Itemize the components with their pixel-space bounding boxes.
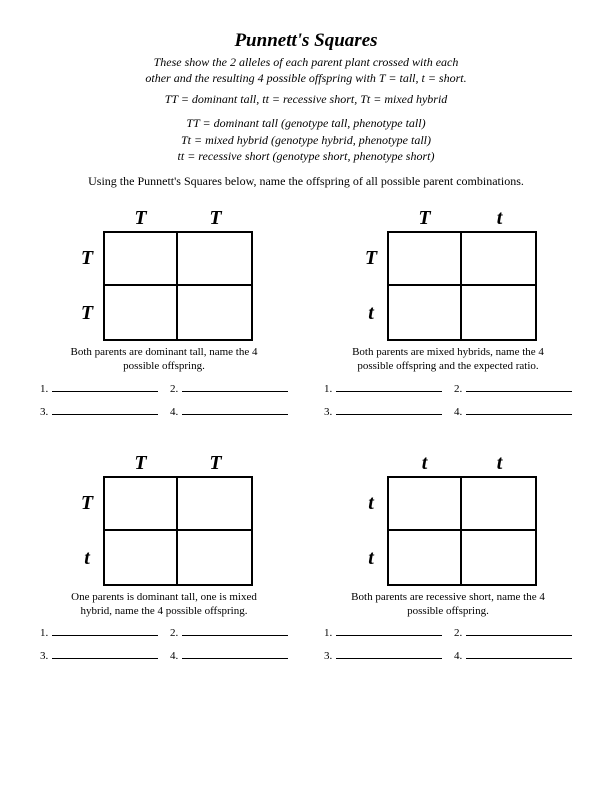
answer-label: 1. <box>324 627 332 639</box>
col-allele: t <box>387 452 462 476</box>
intro-line-1: These show the 2 alleles of each parent … <box>154 55 459 69</box>
answer-label: 1. <box>40 383 48 395</box>
answer-blank[interactable] <box>466 624 572 636</box>
answer-blank[interactable] <box>182 624 288 636</box>
punnett-cell <box>103 231 178 286</box>
square-caption: One parents is dominant tall, one is mix… <box>59 590 269 619</box>
answer-label: 3. <box>324 406 332 418</box>
answer-lines: 1. 2. 3. 4. <box>324 380 572 426</box>
punnett-square: T T T t <box>75 448 253 586</box>
col-allele: T <box>178 452 253 476</box>
instruction-text: Using the Punnett's Squares below, name … <box>40 174 572 189</box>
answer-blank[interactable] <box>336 403 442 415</box>
answer-label: 3. <box>324 650 332 662</box>
key-line: TT = dominant tall, tt = recessive short… <box>40 92 572 107</box>
punnett-block-2: T t T t Both parents are mixed hybrids, … <box>324 203 572 426</box>
intro-line-2: other and the resulting 4 possible offsp… <box>145 71 466 85</box>
intro-text: These show the 2 alleles of each parent … <box>40 54 572 86</box>
row-allele: t <box>359 547 387 570</box>
answer-label: 2. <box>170 383 178 395</box>
punnett-cell <box>103 531 178 586</box>
definition-tt-recessive: tt = recessive short (genotype short, ph… <box>178 149 435 163</box>
answer-blank[interactable] <box>52 403 158 415</box>
answer-blank[interactable] <box>336 647 442 659</box>
answer-blank[interactable] <box>52 380 158 392</box>
answer-blank[interactable] <box>336 380 442 392</box>
worksheet-page: Punnett's Squares These show the 2 allel… <box>0 0 612 690</box>
answer-blank[interactable] <box>336 624 442 636</box>
punnett-cell <box>103 286 178 341</box>
punnett-square: T t T t <box>359 203 537 341</box>
answer-blank[interactable] <box>466 380 572 392</box>
punnett-cell <box>387 531 462 586</box>
row-allele: t <box>75 547 103 570</box>
punnett-block-3: T T T t One parents is dominant tall, on… <box>40 448 288 671</box>
answer-blank[interactable] <box>182 380 288 392</box>
page-title: Punnett's Squares <box>40 30 572 52</box>
punnett-cell <box>462 531 537 586</box>
square-caption: Both parents are recessive short, name t… <box>343 590 553 619</box>
row-allele: t <box>359 302 387 325</box>
answer-blank[interactable] <box>466 403 572 415</box>
square-caption: Both parents are dominant tall, name the… <box>59 345 269 374</box>
punnett-cell <box>387 231 462 286</box>
punnett-grid: T T T T Both parents are dominant tall, … <box>40 203 572 670</box>
answer-label: 1. <box>324 383 332 395</box>
answer-label: 2. <box>454 383 462 395</box>
punnett-cell <box>462 476 537 531</box>
punnett-block-1: T T T T Both parents are dominant tall, … <box>40 203 288 426</box>
col-allele: t <box>462 452 537 476</box>
col-allele: T <box>178 207 253 231</box>
punnett-cell <box>462 286 537 341</box>
answer-label: 4. <box>454 406 462 418</box>
col-allele: T <box>387 207 462 231</box>
punnett-cell <box>178 476 253 531</box>
answer-blank[interactable] <box>466 647 572 659</box>
definition-tt-hybrid: Tt = mixed hybrid (genotype hybrid, phen… <box>181 133 431 147</box>
answer-label: 1. <box>40 627 48 639</box>
square-caption: Both parents are mixed hybrids, name the… <box>343 345 553 374</box>
answer-lines: 1. 2. 3. 4. <box>40 624 288 670</box>
punnett-block-4: t t t t Both parents are recessive short… <box>324 448 572 671</box>
row-allele: t <box>359 492 387 515</box>
row-allele: T <box>75 247 103 270</box>
answer-label: 4. <box>170 650 178 662</box>
answer-label: 4. <box>170 406 178 418</box>
row-allele: T <box>359 247 387 270</box>
col-allele: t <box>462 207 537 231</box>
punnett-square: t t t t <box>359 448 537 586</box>
punnett-cell <box>387 286 462 341</box>
col-allele: T <box>103 452 178 476</box>
punnett-cell <box>462 231 537 286</box>
row-allele: T <box>75 302 103 325</box>
genotype-definitions: TT = dominant tall (genotype tall, pheno… <box>40 115 572 164</box>
answer-label: 3. <box>40 406 48 418</box>
row-allele: T <box>75 492 103 515</box>
punnett-cell <box>103 476 178 531</box>
answer-lines: 1. 2. 3. 4. <box>40 380 288 426</box>
punnett-cell <box>178 286 253 341</box>
answer-blank[interactable] <box>52 624 158 636</box>
answer-label: 2. <box>170 627 178 639</box>
answer-lines: 1. 2. 3. 4. <box>324 624 572 670</box>
punnett-cell <box>387 476 462 531</box>
definition-tt-dominant: TT = dominant tall (genotype tall, pheno… <box>186 116 425 130</box>
answer-blank[interactable] <box>182 403 288 415</box>
answer-label: 4. <box>454 650 462 662</box>
answer-blank[interactable] <box>52 647 158 659</box>
punnett-square: T T T T <box>75 203 253 341</box>
answer-label: 2. <box>454 627 462 639</box>
punnett-cell <box>178 231 253 286</box>
answer-label: 3. <box>40 650 48 662</box>
col-allele: T <box>103 207 178 231</box>
punnett-cell <box>178 531 253 586</box>
answer-blank[interactable] <box>182 647 288 659</box>
